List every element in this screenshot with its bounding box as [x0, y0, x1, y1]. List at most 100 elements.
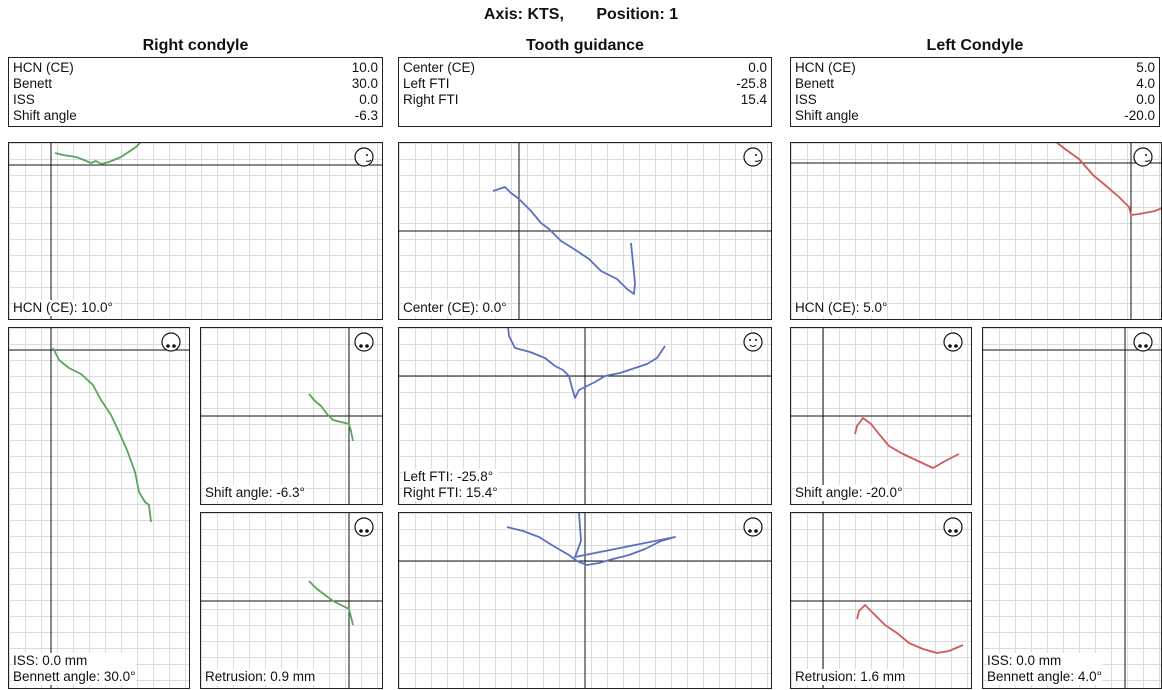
panel-label: Shift angle: -20.0°	[795, 485, 903, 501]
trace-plot	[9, 143, 382, 319]
iss-label: ISS: 0.0 mm	[13, 653, 88, 668]
row-value: 30.0	[351, 76, 378, 91]
table-row: Left FTI -25.8	[403, 76, 767, 92]
row-value: 0.0	[1136, 92, 1155, 107]
axis-label: Axis: KTS,	[483, 6, 564, 23]
row-label: Right FTI	[403, 92, 459, 107]
table-row: Center (CE) 0.0	[403, 60, 767, 76]
left-fti-label: Left FTI: -25.8°	[403, 469, 494, 484]
right-condyle-table: HCN (CE) 10.0 Benett 30.0 ISS 0.0 Shift ang…	[8, 57, 383, 127]
position-label: Position: 1	[596, 6, 679, 23]
trace-plot	[399, 328, 771, 504]
panel-label: HCN (CE): 5.0°	[795, 300, 888, 316]
trace-plot	[399, 143, 771, 319]
motion-trace-left-shift	[854, 417, 960, 469]
head-orientation-icon	[354, 147, 374, 167]
trace-plot	[201, 513, 382, 688]
trace-plot	[791, 328, 971, 504]
right-shift-panel: Shift angle: -6.3°	[200, 327, 383, 505]
trace-plot	[983, 328, 1161, 688]
table-row: Shift angle -20.0	[795, 108, 1155, 124]
row-label: Left FTI	[403, 76, 450, 91]
motion-trace-left-retrusion	[856, 604, 964, 654]
row-value: 0.0	[359, 92, 378, 107]
panel-label: ISS: 0.0 mm Bennett angle: 30.0°	[13, 653, 136, 685]
trace-plot	[399, 513, 771, 688]
right-retrusion-panel: Retrusion: 0.9 mm	[200, 512, 383, 689]
head-orientation-icon	[743, 147, 763, 167]
tooth-guidance-table: Center (CE) 0.0 Left FTI -25.8 Right FTI 15…	[398, 57, 772, 127]
table-row: Benett 30.0	[13, 76, 378, 92]
row-value: -6.3	[354, 108, 378, 123]
trace-plot	[9, 328, 189, 688]
right-sagittal-panel: HCN (CE): 10.0°	[8, 142, 383, 320]
bennett-label: Bennett angle: 30.0°	[13, 669, 136, 684]
motion-trace-tooth-frontal	[507, 328, 666, 399]
tooth-horizontal-panel	[398, 512, 772, 689]
table-row: ISS 0.0	[795, 92, 1155, 108]
head-orientation-icon	[1133, 332, 1153, 352]
row-label: HCN (CE)	[795, 60, 856, 75]
table-row: Right FTI 15.4	[403, 92, 767, 108]
row-value: 0.0	[748, 60, 767, 75]
table-row: HCN (CE) 5.0	[795, 60, 1155, 76]
panel-label: ISS: 0.0 mm Bennett angle: 4.0°	[987, 653, 1102, 685]
tooth-guidance-heading: Tooth guidance	[526, 37, 644, 54]
motion-trace-right-shift	[308, 393, 354, 442]
trace-plot	[791, 513, 971, 688]
head-orientation-icon	[354, 517, 374, 537]
iss-label: ISS: 0.0 mm	[987, 653, 1062, 668]
row-label: Shift angle	[13, 108, 77, 123]
head-orientation-icon	[743, 517, 763, 537]
row-label: HCN (CE)	[13, 60, 74, 75]
head-orientation-icon	[943, 517, 963, 537]
head-orientation-icon	[1133, 147, 1153, 167]
right-condyle-heading: Right condyle	[142, 37, 249, 54]
panel-label: Left FTI: -25.8° Right FTI: 15.4°	[403, 469, 498, 501]
left-sagittal-panel: HCN (CE): 5.0°	[790, 142, 1162, 320]
row-label: ISS	[795, 92, 817, 107]
table-row: Shift angle -6.3	[13, 108, 378, 124]
left-horizontal-panel: ISS: 0.0 mm Bennett angle: 4.0°	[982, 327, 1162, 689]
row-label: Center (CE)	[403, 60, 476, 75]
panel-label: Shift angle: -6.3°	[205, 485, 305, 501]
panel-label: Retrusion: 0.9 mm	[205, 669, 316, 685]
head-orientation-icon	[743, 332, 763, 352]
panel-label: HCN (CE): 10.0°	[13, 300, 113, 316]
table-row: HCN (CE) 10.0	[13, 60, 378, 76]
right-horizontal-panel: ISS: 0.0 mm Bennett angle: 30.0°	[8, 327, 190, 689]
row-value: 10.0	[351, 60, 378, 75]
trace-plot	[201, 328, 382, 504]
page-title: Axis: KTS, Position: 1	[0, 6, 1162, 24]
motion-trace-right-horizontal	[52, 347, 152, 523]
left-condyle-heading: Left Condyle	[926, 37, 1024, 54]
row-value: 15.4	[740, 92, 767, 107]
head-orientation-icon	[943, 332, 963, 352]
motion-trace-tooth-bottom	[506, 513, 676, 566]
row-label: Benett	[795, 76, 835, 91]
row-label: Benett	[13, 76, 53, 91]
tooth-sagittal-panel: Center (CE): 0.0°	[398, 142, 772, 320]
motion-trace-right-retrusion	[308, 580, 354, 626]
left-condyle-table: HCN (CE) 5.0 Benett 4.0 ISS 0.0 Shift angle…	[790, 57, 1160, 127]
row-label: Shift angle	[795, 108, 859, 123]
table-row: ISS 0.0	[13, 92, 378, 108]
row-value: 5.0	[1136, 60, 1155, 75]
row-value: -25.8	[736, 76, 767, 91]
right-fti-label: Right FTI: 15.4°	[403, 485, 498, 500]
motion-trace-tooth-sagittal	[492, 186, 636, 295]
table-row: Benett 4.0	[795, 76, 1155, 92]
panel-label: Retrusion: 1.6 mm	[795, 669, 906, 685]
tooth-frontal-panel: Left FTI: -25.8° Right FTI: 15.4°	[398, 327, 772, 505]
trace-plot	[791, 143, 1161, 319]
row-value: 4.0	[1136, 76, 1155, 91]
row-value: -20.0	[1124, 108, 1155, 123]
panel-label: Center (CE): 0.0°	[403, 300, 507, 316]
bennett-label: Bennett angle: 4.0°	[987, 669, 1102, 684]
motion-trace-left-sagittal	[1055, 143, 1161, 216]
row-label: ISS	[13, 92, 35, 107]
motion-trace-right-sagittal	[54, 143, 142, 165]
head-orientation-icon	[161, 332, 181, 352]
left-retrusion-panel: Retrusion: 1.6 mm	[790, 512, 972, 689]
left-shift-panel: Shift angle: -20.0°	[790, 327, 972, 505]
